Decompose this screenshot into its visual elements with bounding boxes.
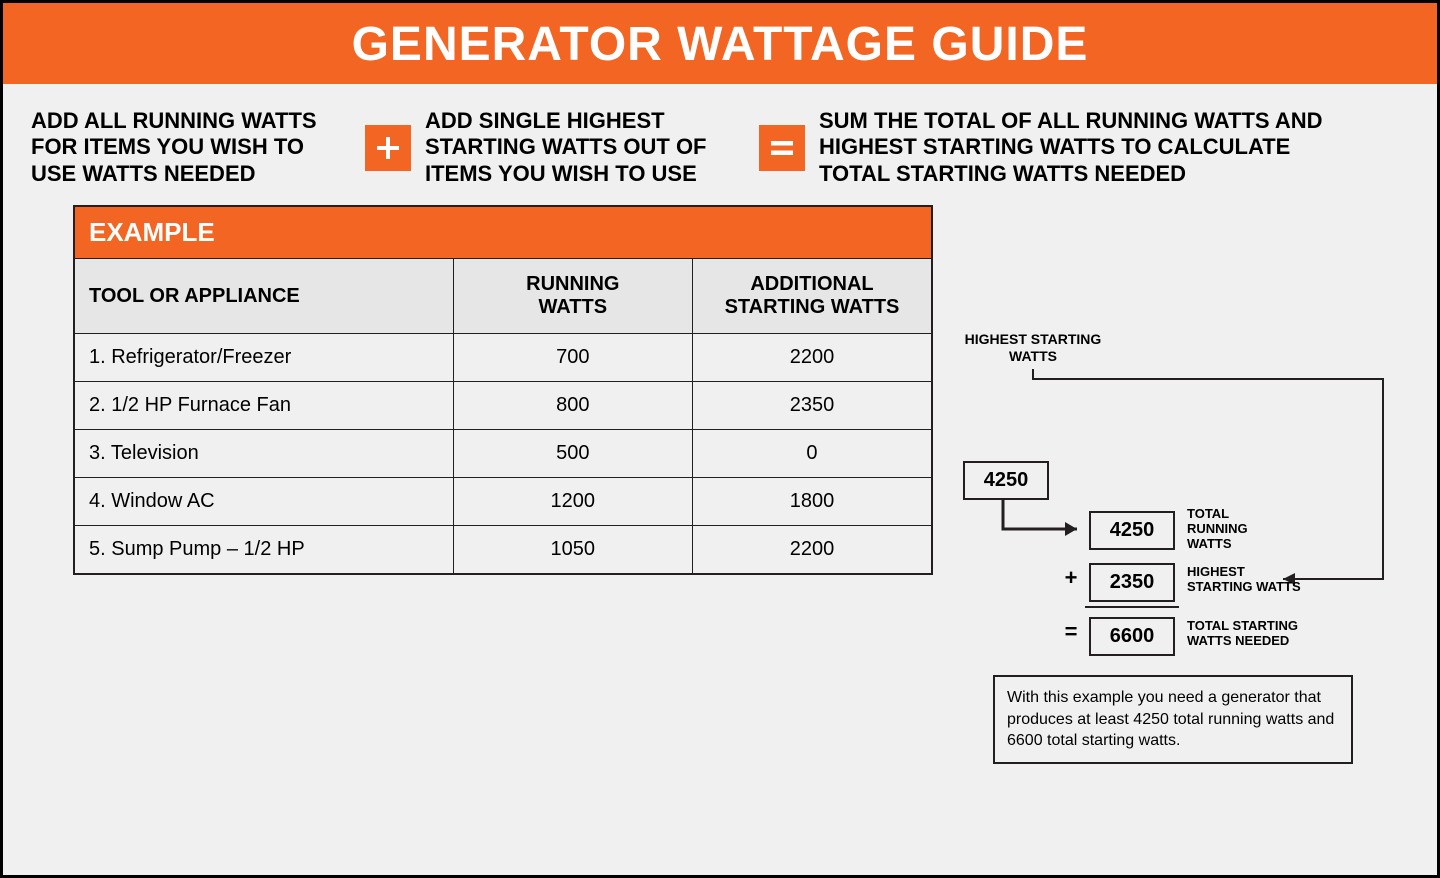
label-total-needed: TOTAL STARTING WATTS NEEDED bbox=[1187, 619, 1298, 649]
box-total-running: 4250 bbox=[1089, 511, 1175, 550]
label-total-running: TOTAL RUNNING WATTS bbox=[1187, 507, 1248, 552]
table-row: 4. Window AC 1200 1800 bbox=[74, 478, 932, 526]
cell-running: 1050 bbox=[453, 526, 692, 575]
connector-lines bbox=[963, 331, 1403, 691]
cell-appliance: 1. Refrigerator/Freezer bbox=[74, 334, 453, 382]
label-highest-starting: HIGHEST STARTING WATTS bbox=[1187, 565, 1301, 595]
box-highest-starting: 2350 bbox=[1089, 563, 1175, 602]
cell-running: 700 bbox=[453, 334, 692, 382]
cell-starting: 2200 bbox=[692, 526, 932, 575]
plus-icon bbox=[365, 125, 411, 171]
example-table: EXAMPLE TOOL OR APPLIANCE RUNNING WATTS … bbox=[73, 205, 933, 575]
box-total-needed: 6600 bbox=[1089, 617, 1175, 656]
table-row: 2. 1/2 HP Furnace Fan 800 2350 bbox=[74, 382, 932, 430]
cell-appliance: 5. Sump Pump – 1/2 HP bbox=[74, 526, 453, 575]
formula-step3: SUM THE TOTAL OF ALL RUNNING WATTS AND H… bbox=[819, 108, 1409, 187]
cell-starting: 2200 bbox=[692, 334, 932, 382]
cell-appliance: 4. Window AC bbox=[74, 478, 453, 526]
cell-starting: 0 bbox=[692, 430, 932, 478]
table-row: 3. Television 500 0 bbox=[74, 430, 932, 478]
formula-step1: ADD ALL RUNNING WATTS FOR ITEMS YOU WISH… bbox=[31, 108, 351, 187]
summary-note: With this example you need a generator t… bbox=[993, 675, 1353, 764]
equals-icon bbox=[759, 125, 805, 171]
cell-starting: 1800 bbox=[692, 478, 932, 526]
col-header-starting: ADDITIONAL STARTING WATTS bbox=[692, 259, 932, 334]
highest-starting-top-label: HIGHEST STARTING WATTS bbox=[963, 331, 1103, 365]
example-label: EXAMPLE bbox=[74, 206, 932, 259]
formula-row: ADD ALL RUNNING WATTS FOR ITEMS YOU WISH… bbox=[3, 84, 1437, 205]
formula-step2: ADD SINGLE HIGHEST STARTING WATTS OUT OF… bbox=[425, 108, 745, 187]
col-header-appliance: TOOL OR APPLIANCE bbox=[74, 259, 453, 334]
page-title: GENERATOR WATTAGE GUIDE bbox=[3, 3, 1437, 84]
cell-running: 1200 bbox=[453, 478, 692, 526]
table-row: 1. Refrigerator/Freezer 700 2200 bbox=[74, 334, 932, 382]
plus-symbol: + bbox=[1059, 565, 1083, 591]
cell-running: 500 bbox=[453, 430, 692, 478]
equals-symbol: = bbox=[1059, 619, 1083, 645]
col-header-running: RUNNING WATTS bbox=[453, 259, 692, 334]
cell-appliance: 3. Television bbox=[74, 430, 453, 478]
cell-running: 800 bbox=[453, 382, 692, 430]
cell-starting: 2350 bbox=[692, 382, 932, 430]
cell-appliance: 2. 1/2 HP Furnace Fan bbox=[74, 382, 453, 430]
table-row: 5. Sump Pump – 1/2 HP 1050 2200 bbox=[74, 526, 932, 575]
box-running-sum: 4250 bbox=[963, 461, 1049, 500]
